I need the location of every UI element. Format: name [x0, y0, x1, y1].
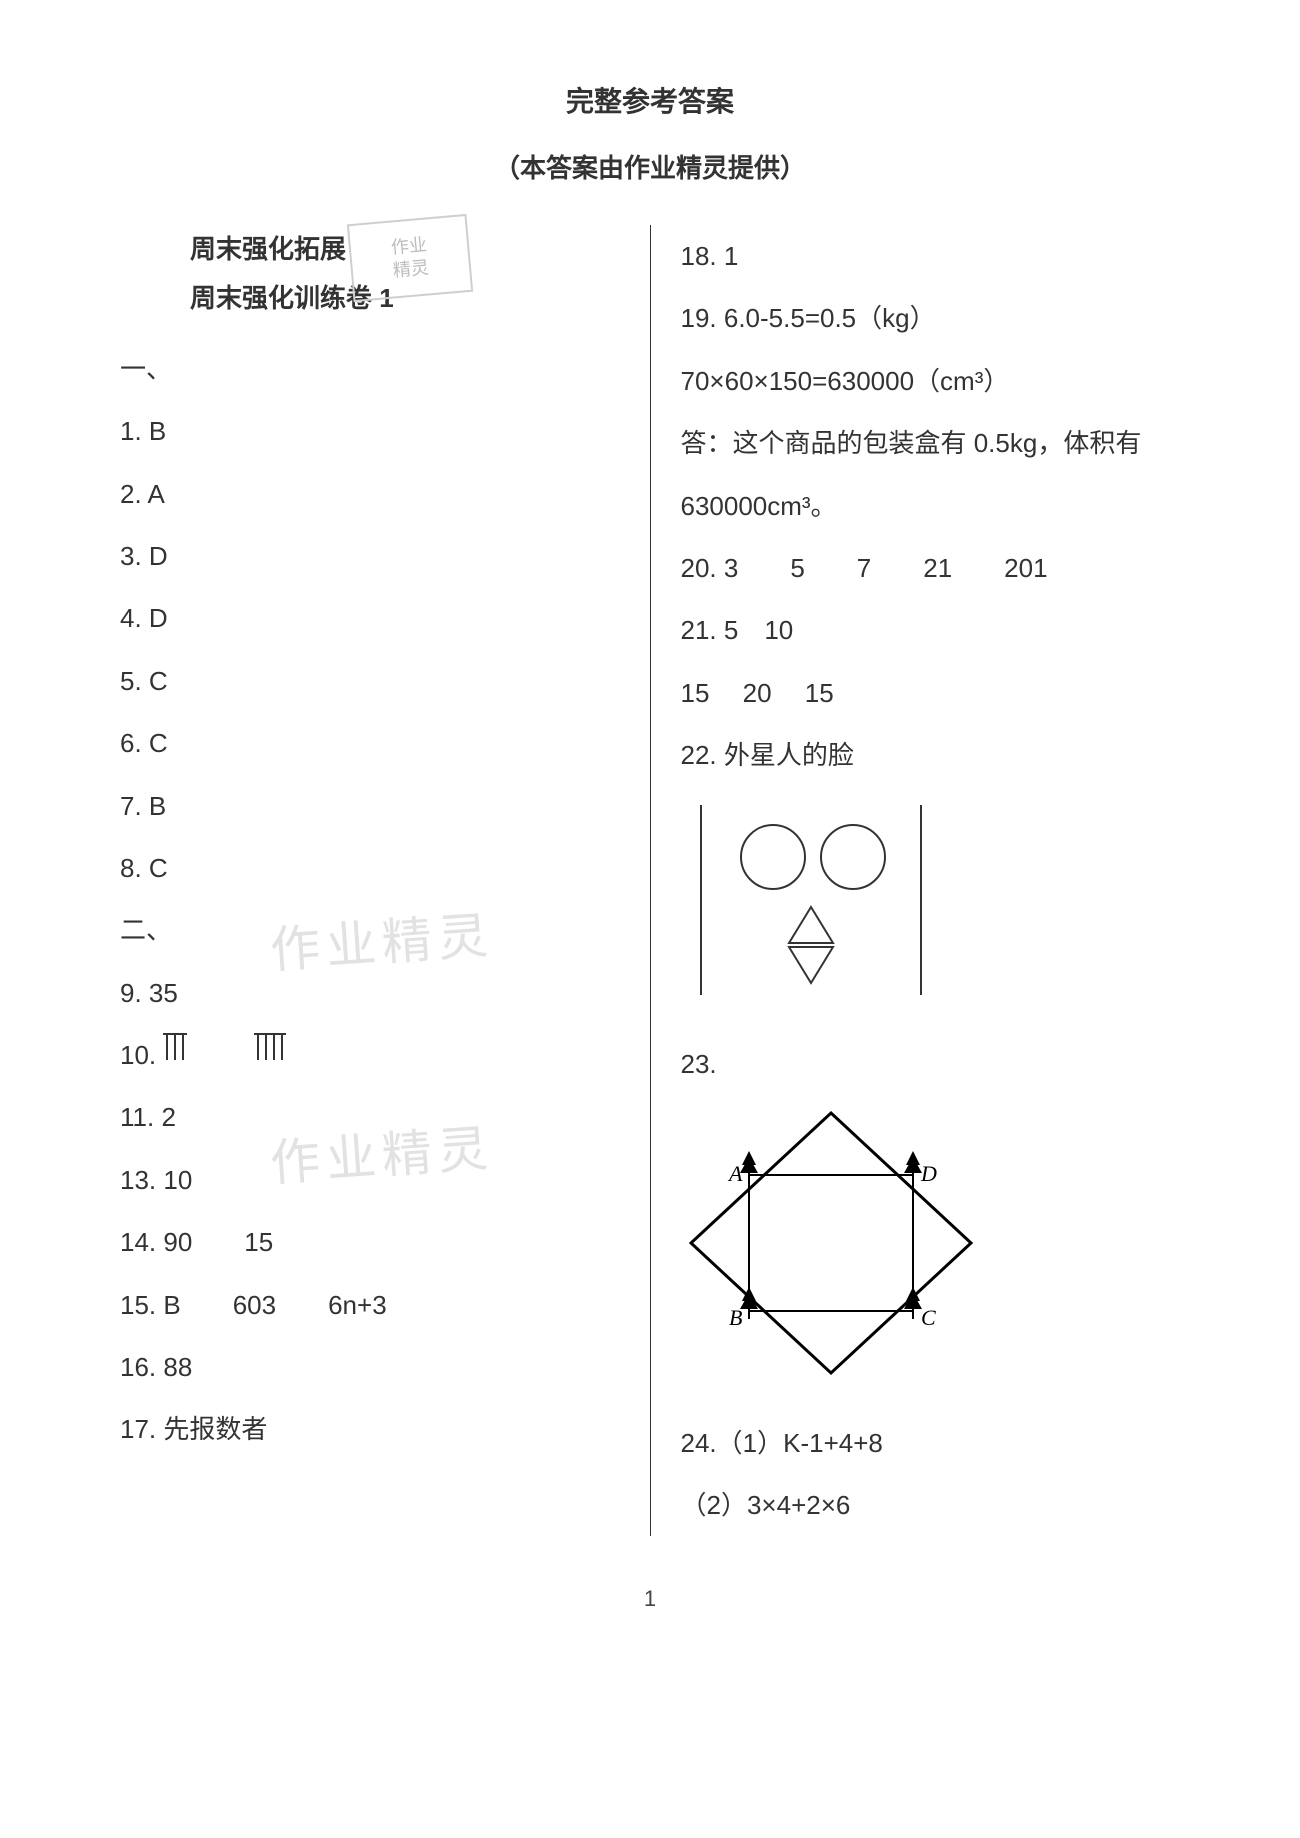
answer-13: 13. 10	[120, 1149, 620, 1211]
diamond-square-icon: A B C D	[681, 1103, 981, 1383]
tally-4-icon	[254, 1030, 298, 1064]
answer-4: 4. D	[120, 587, 620, 649]
diamond-figure: A B C D	[681, 1103, 1181, 1405]
answer-11-block: 作业精灵 11. 2	[120, 1086, 620, 1148]
content-columns: 周末强化拓展 周末强化训练卷 1 作业 精灵 一、 1. B 2. A 3. D…	[120, 225, 1180, 1536]
answer-9: 9. 35	[120, 962, 620, 1024]
svg-text:A: A	[727, 1161, 743, 1186]
header-line-1: 周末强化拓展	[120, 225, 620, 274]
svg-text:B: B	[729, 1305, 742, 1330]
answer-14: 14. 90 15	[120, 1211, 620, 1273]
answer-24b: （2）3×4+2×6	[681, 1474, 1181, 1536]
page-number: 1	[120, 1586, 1180, 1612]
answer-6: 6. C	[120, 712, 620, 774]
answer-19b: 70×60×150=630000（cm³）	[681, 350, 1181, 412]
answer-21a: 21. 5 10	[681, 599, 1181, 661]
left-column: 周末强化拓展 周末强化训练卷 1 作业 精灵 一、 1. B 2. A 3. D…	[120, 225, 650, 1536]
answer-16: 16. 88	[120, 1336, 620, 1398]
section-2-block: 作业精灵 二、	[120, 899, 620, 961]
answer-24a: 24.（1）K-1+4+8	[681, 1412, 1181, 1474]
answer-19a: 19. 6.0-5.5=0.5（kg）	[681, 287, 1181, 349]
answer-3: 3. D	[120, 525, 620, 587]
header-line-2: 周末强化训练卷 1	[120, 274, 620, 323]
alien-face-figure	[681, 795, 1181, 1027]
answer-22: 22. 外星人的脸	[681, 724, 1181, 786]
answer-23: 23.	[681, 1033, 1181, 1095]
answer-8: 8. C	[120, 837, 620, 899]
section-1-label: 一、	[120, 338, 620, 400]
page-title: 完整参考答案	[120, 80, 1180, 120]
answer-1: 1. B	[120, 400, 620, 462]
page-subtitle: （本答案由作业精灵提供）	[120, 148, 1180, 185]
answer-2: 2. A	[120, 463, 620, 525]
answer-18: 18. 1	[681, 225, 1181, 287]
answer-11: 11. 2	[120, 1086, 620, 1148]
answer-21b: 15 20 15	[681, 662, 1181, 724]
answer-17: 17. 先报数者	[120, 1398, 620, 1460]
answer-5: 5. C	[120, 650, 620, 712]
answer-10-prefix: 10.	[120, 1040, 163, 1070]
answer-20: 20. 3 5 7 21 201	[681, 537, 1181, 599]
alien-face-icon	[681, 795, 941, 1005]
answer-10: 10.	[120, 1024, 620, 1086]
svg-text:C: C	[921, 1305, 936, 1330]
answer-15: 15. B 603 6n+3	[120, 1274, 620, 1336]
answer-7: 7. B	[120, 775, 620, 837]
right-column: 18. 1 19. 6.0-5.5=0.5（kg） 70×60×150=6300…	[650, 225, 1181, 1536]
section-2-label: 二、	[120, 899, 620, 961]
tally-3-icon	[163, 1030, 199, 1064]
answer-19d: 630000cm³。	[681, 475, 1181, 537]
header-block: 周末强化拓展 周末强化训练卷 1 作业 精灵	[120, 225, 620, 324]
answer-19c: 答：这个商品的包装盒有 0.5kg，体积有	[681, 412, 1181, 474]
svg-text:D: D	[920, 1161, 937, 1186]
